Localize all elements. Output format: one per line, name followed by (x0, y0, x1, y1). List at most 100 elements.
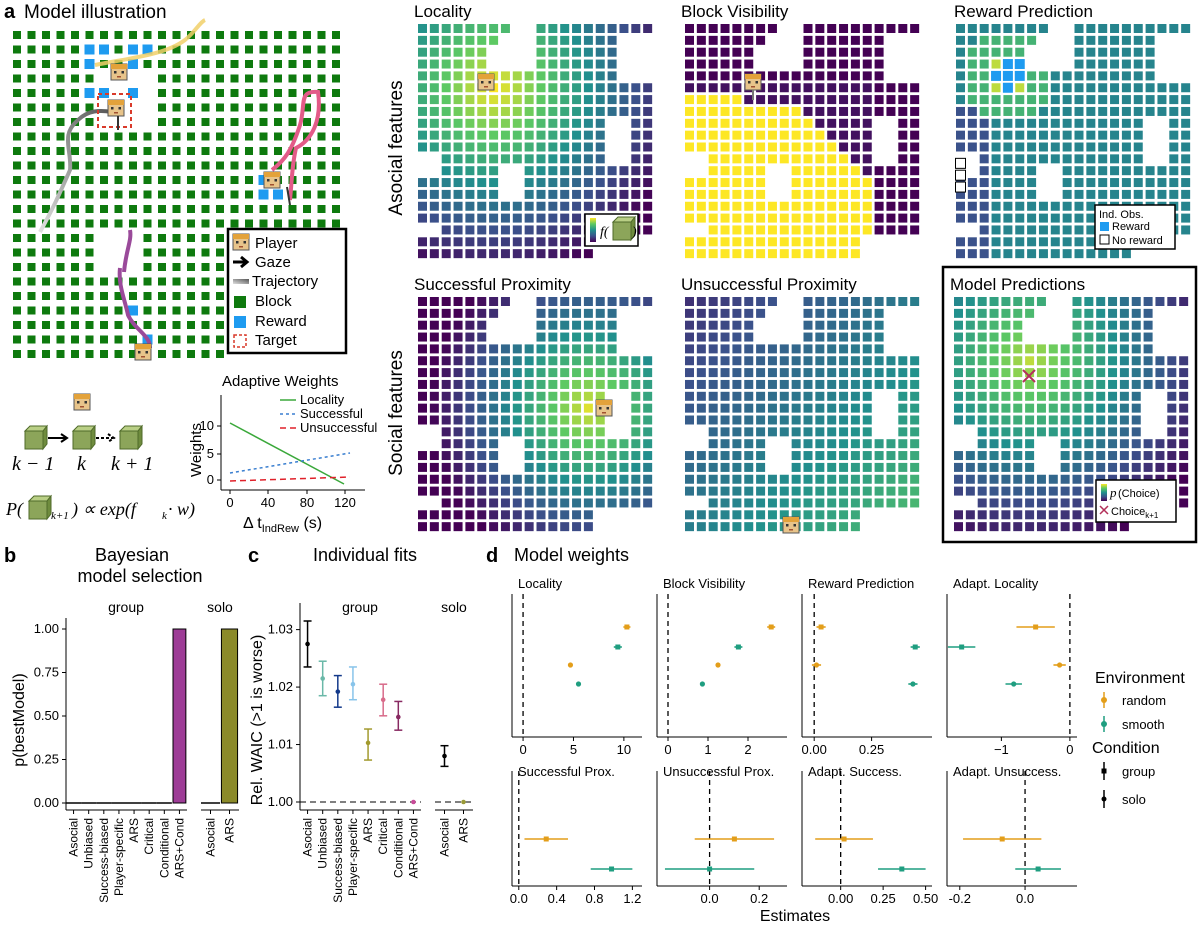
heatmap-cell (1131, 308, 1141, 318)
heatmap-cell (429, 178, 439, 188)
heatmap-cell (548, 24, 558, 33)
heatmap-cell (631, 462, 641, 472)
heatmap-cell (803, 59, 813, 69)
heatmap-cell (696, 71, 706, 81)
heatmap-cell (1050, 249, 1060, 259)
heatmap-cell (524, 154, 534, 164)
heatmap-cell (1072, 344, 1082, 354)
block-cell (332, 89, 340, 97)
heatmap-cell (572, 130, 582, 140)
heatmap-cell (898, 486, 908, 496)
heatmap-cell (1050, 118, 1060, 128)
heatmap-cell (1169, 130, 1179, 140)
heatmap-cell (708, 71, 718, 81)
heatmap-cell (643, 178, 653, 188)
heatmap-cell (1145, 35, 1155, 45)
heatmap-cell (989, 308, 999, 318)
block-cell (187, 277, 195, 286)
estimate-smooth-group (959, 644, 965, 650)
block-cell (42, 118, 50, 126)
x-tick-label: 0.50 (913, 891, 938, 906)
heatmap-cell (720, 83, 730, 93)
block-cell (85, 306, 94, 315)
block-cell (143, 277, 152, 286)
block-cell (13, 31, 21, 39)
heatmap-cell (862, 213, 872, 223)
heatmap-cell (441, 344, 451, 354)
block-cell (187, 147, 195, 155)
heatmap-cell (1086, 35, 1096, 45)
heatmap-cell (1098, 95, 1108, 105)
heatmap-cell (500, 498, 510, 508)
block-cell (42, 89, 50, 97)
block-cell (303, 190, 311, 199)
heatmap-cell (1084, 498, 1094, 508)
heatmap-cell (560, 178, 570, 188)
heatmap-cell (1001, 391, 1011, 401)
heatmap-cell (732, 83, 742, 93)
heatmap-cell (744, 415, 754, 425)
heatmap-cell (536, 166, 546, 176)
heatmap-cell (954, 356, 963, 366)
heatmap-cell (839, 130, 849, 140)
heatmap-cell (1003, 249, 1013, 259)
heatmap-cell (500, 201, 510, 211)
y-tick-label: 10 (200, 418, 214, 433)
heatmap-cell (643, 427, 653, 437)
heatmap-cell (862, 83, 872, 93)
heatmap-cell (874, 332, 884, 342)
heatmap-cell (489, 225, 499, 235)
heatmap-cell (441, 225, 451, 235)
heatmap-cell (512, 95, 522, 105)
block-cell (288, 103, 297, 112)
heatmap-cell (720, 451, 730, 461)
heatmap-cell (631, 486, 641, 496)
heatmap-cell (1060, 415, 1070, 425)
heatmap-cell (696, 106, 706, 116)
block-cell (172, 118, 181, 126)
heatmap-cell (815, 189, 825, 199)
heatmap-cell (441, 213, 451, 223)
heatmap-cell (898, 106, 908, 116)
block-cell (158, 263, 166, 271)
heatmap-cell (595, 142, 605, 152)
heatmap-cell (1121, 142, 1131, 152)
reward-cell (84, 44, 95, 55)
heatmap-cell (1036, 379, 1046, 389)
block-cell (317, 74, 326, 83)
block-cell (317, 205, 326, 213)
block-cell (201, 132, 210, 141)
heatmap-cell (489, 415, 499, 425)
heatmap-cell (489, 403, 499, 413)
block-cell (158, 292, 166, 300)
heatmap-cell (977, 415, 987, 425)
heatmap-cell (1157, 106, 1167, 116)
block-cell (317, 45, 326, 54)
heatmap-cell (1110, 59, 1120, 69)
heatmap-cell (1119, 462, 1129, 472)
block-cell (42, 31, 50, 39)
heatmap-cell (874, 474, 884, 484)
heatmap-cell (583, 332, 593, 342)
heatmap-cell (803, 35, 813, 45)
heatmap-cell (429, 451, 439, 461)
block-cell (114, 321, 123, 329)
heatmap-cell (1074, 130, 1084, 140)
heatmap-cell (1096, 391, 1106, 401)
heatmap-cell (910, 368, 920, 378)
heatmap-cell (991, 35, 1001, 45)
heatmap-cell (1133, 154, 1143, 164)
svg-text:): ) (631, 225, 637, 240)
heatmap-cell (1169, 189, 1179, 199)
heatmap-cell (991, 106, 1001, 116)
model-predictions-frame (941, 265, 1198, 544)
heatmap-cell (560, 35, 570, 45)
heatmap-cell (720, 320, 730, 330)
heatmap-cell (1001, 439, 1011, 449)
heatmap-cell (465, 95, 475, 105)
heatmap-cell (886, 486, 896, 496)
heatmap-cell (489, 95, 499, 105)
heatmap-cell (850, 368, 860, 378)
reward-cell (99, 88, 109, 98)
heatmap-cell (500, 356, 510, 366)
